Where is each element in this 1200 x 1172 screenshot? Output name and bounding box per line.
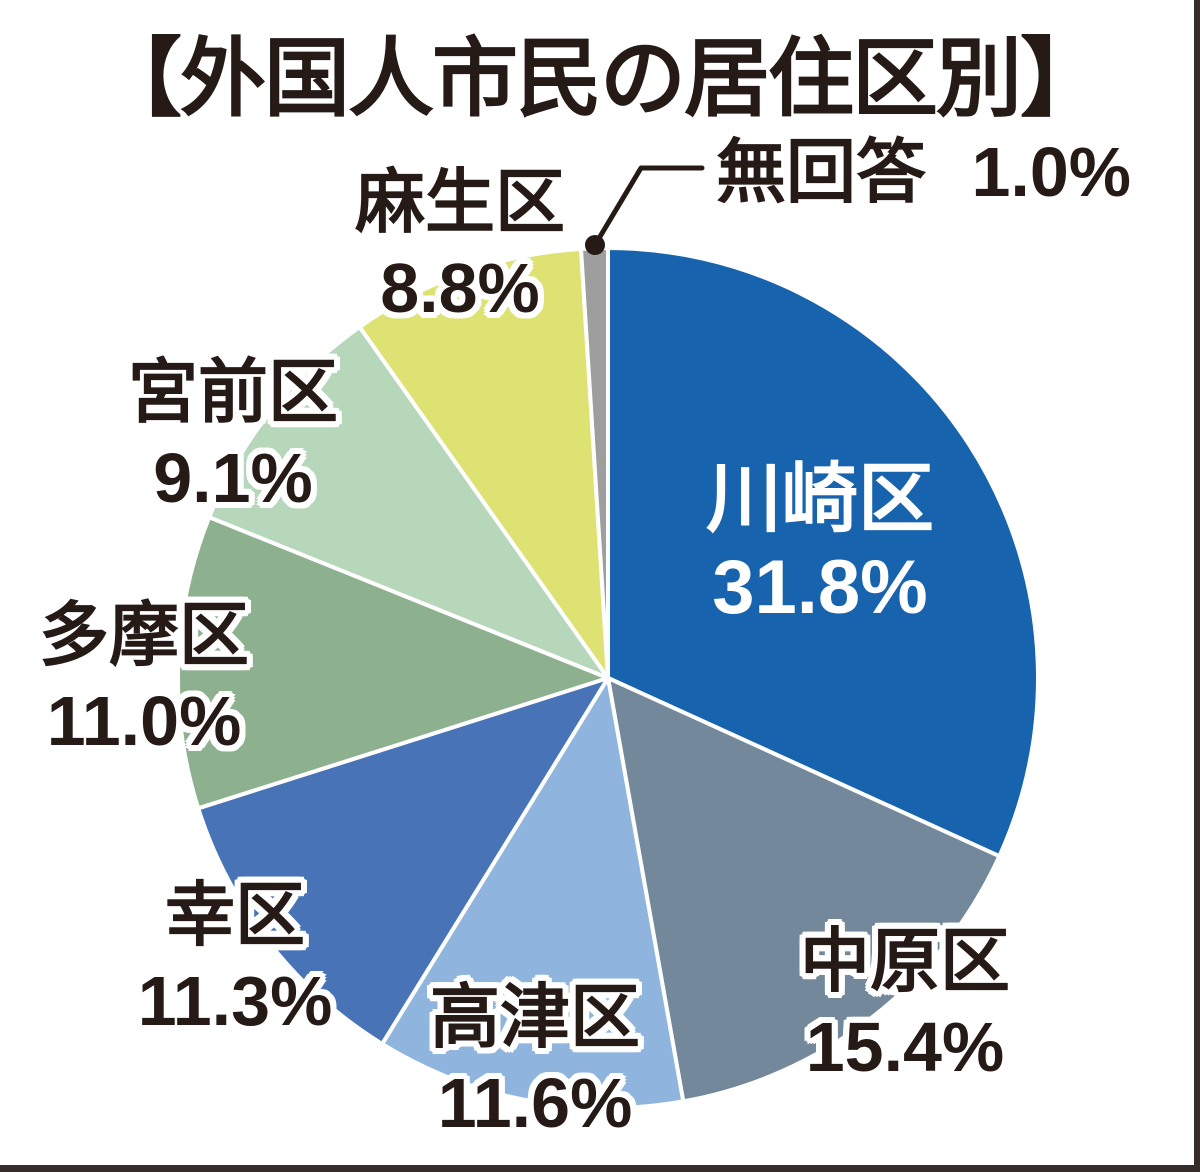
pie-slice-3 (196, 676, 610, 1046)
slice-label-kawasaki: 川崎区 31.8% (706, 456, 934, 632)
slice-name: 無回答 (716, 133, 926, 211)
slice-percent: 11.0% (46, 682, 242, 760)
slice-name: 幸区 (165, 876, 305, 954)
callout-dot (585, 235, 605, 255)
slice-percent: 8.8% (380, 249, 540, 327)
callout-leader-line (592, 165, 705, 248)
frame-border-right (1194, 0, 1200, 1172)
pie-slice-6 (357, 246, 610, 680)
slice-percent: 15.4% (805, 1008, 1005, 1086)
slice-label-tama: 多摩区 11.0% (39, 592, 249, 764)
pie-slice-2 (380, 676, 686, 1110)
slice-label-novote: 無回答 1.0% (716, 137, 1131, 207)
pie-slice-1 (606, 676, 1002, 1104)
slice-label-takatsu: 高津区 11.6% (430, 974, 640, 1146)
slice-percent: 31.8% (712, 545, 928, 630)
slice-label-asao: 麻生区 8.8% (355, 159, 565, 331)
slice-name: 中原区 (800, 922, 1010, 1000)
slice-percent: 9.1% (153, 439, 313, 517)
slice-percent: 1.0% (971, 133, 1132, 211)
slice-name: 宮前区 (128, 353, 338, 431)
slice-label-nakahara: 中原区 15.4% (800, 918, 1010, 1090)
frame-border-bottom (0, 1165, 1200, 1172)
pie-slice-0 (606, 246, 1040, 859)
slice-name: 川崎区 (706, 457, 934, 542)
pie-slice-4 (176, 515, 610, 811)
slice-percent: 11.6% (437, 1064, 633, 1142)
slice-name: 高津区 (430, 978, 640, 1056)
slice-name: 多摩区 (39, 596, 249, 674)
slice-percent: 11.3% (137, 962, 333, 1040)
chart-title: 【外国人市民の居住区別】 (96, 31, 1106, 127)
pie-slice-5 (207, 324, 610, 680)
slice-name: 麻生区 (355, 163, 565, 241)
pie-slices (176, 246, 1040, 1110)
slice-label-miyamae: 宮前区 9.1% (128, 349, 338, 521)
slice-label-saiwai: 幸区 11.3% (138, 872, 333, 1044)
